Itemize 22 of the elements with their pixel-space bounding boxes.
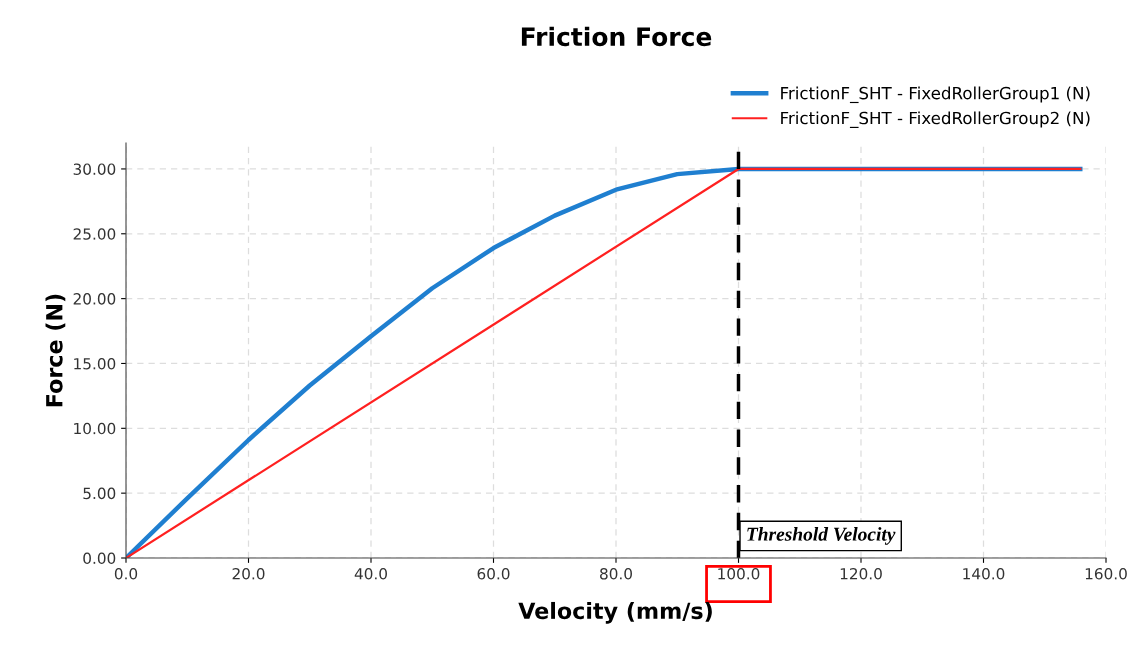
x-tick-label: 80.0: [600, 567, 632, 580]
x-tick-label: 160.0: [1085, 567, 1127, 580]
y-tick-label: 20.00: [73, 293, 116, 305]
chart-title: Friction Force: [521, 26, 712, 47]
y-tick-label: 25.00: [73, 228, 116, 240]
x-tick-label: 100.0: [718, 567, 760, 580]
y-axis-title: Force (N): [45, 294, 66, 407]
legend-label: FrictionF_SHT - FixedRollerGroup2 (N): [781, 111, 1090, 128]
x-tick-label: 0.0: [114, 567, 138, 580]
x-tick-label: 120.0: [840, 567, 882, 580]
y-tick-label: 10.00: [74, 422, 116, 435]
y-tick-label: 15.00: [74, 357, 116, 370]
x-tick-label: 20.0: [232, 567, 265, 580]
x-axis-title: Velocity (mm/s): [518, 601, 712, 624]
x-tick-label: 60.0: [477, 567, 510, 580]
x-tick-label: 140.0: [963, 567, 1005, 580]
y-tick-label: 5.00: [83, 487, 116, 500]
legend-label: FrictionF_SHT - FixedRollerGroup1 (N): [781, 86, 1090, 104]
y-tick-label: 0.00: [83, 552, 116, 565]
ref-line-label: Threshold Velocity: [747, 527, 896, 545]
y-tick-label: 30.00: [73, 163, 116, 175]
x-tick-label: 40.0: [354, 567, 387, 580]
